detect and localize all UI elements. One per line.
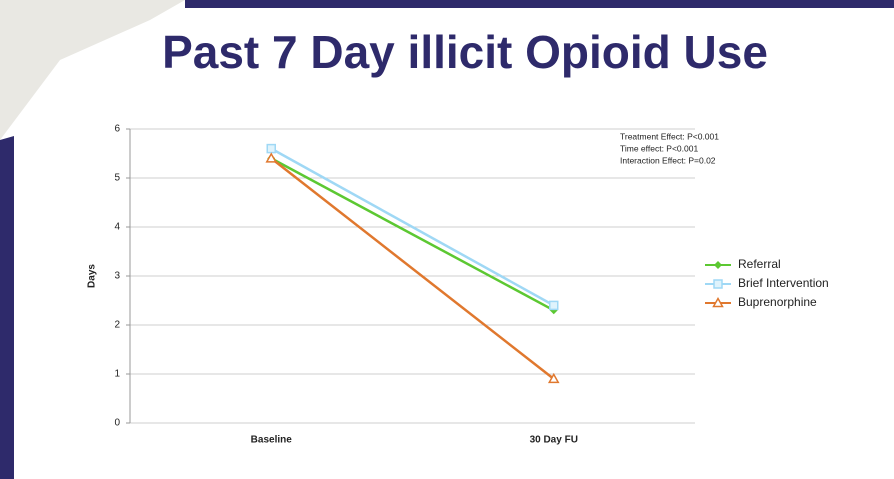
point-marker: [266, 143, 276, 154]
annotation: Treatment Effect: P<0.001: [620, 131, 719, 141]
point-marker: [265, 152, 278, 163]
legend-marker: [714, 261, 722, 269]
legend-label: Buprenorphine: [738, 295, 817, 309]
legend-marker: [712, 296, 724, 308]
legend-label: Brief Intervention: [738, 276, 829, 290]
y-tick-label: 5: [114, 173, 120, 184]
annotation: Interaction Effect: P=0.02: [620, 155, 716, 165]
annotation: Time effect: P<0.001: [620, 143, 698, 153]
series-line: [270, 157, 555, 380]
series-line: [270, 157, 555, 312]
y-tick-label: 6: [114, 124, 120, 135]
legend-label: Referral: [738, 257, 781, 271]
y-tick-label: 1: [114, 369, 120, 380]
y-tick-label: 2: [114, 320, 120, 331]
y-axis-label: Days: [87, 264, 98, 288]
point-marker: [547, 372, 560, 384]
left-bar: [0, 136, 14, 479]
corner-shade: [0, 0, 185, 140]
top-bar: [185, 0, 894, 8]
y-tick-label: 3: [114, 271, 120, 282]
x-tick-label: 30 Day FU: [530, 435, 578, 446]
legend-marker: [713, 279, 723, 289]
chart-title: Past 7 Day illicit Opioid Use: [162, 26, 768, 78]
series-line: [270, 147, 555, 307]
x-tick-label: Baseline: [251, 435, 293, 446]
y-tick-label: 4: [114, 222, 120, 233]
point-marker: [549, 300, 559, 311]
y-tick-label: 0: [114, 418, 120, 429]
